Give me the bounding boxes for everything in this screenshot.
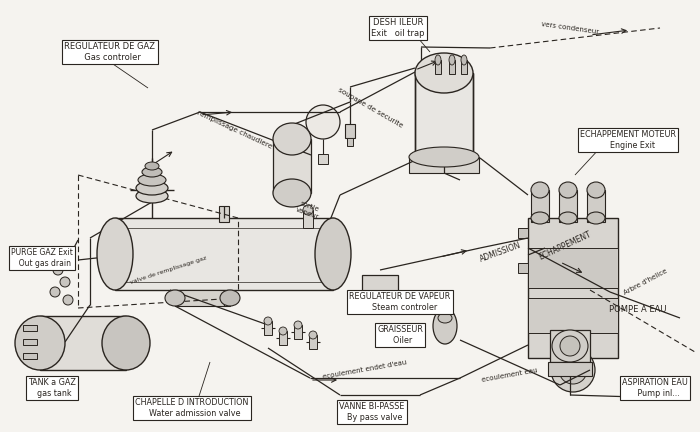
Ellipse shape <box>531 212 549 224</box>
Ellipse shape <box>309 331 317 339</box>
Bar <box>362 275 398 301</box>
Bar <box>548 362 592 376</box>
Bar <box>531 190 549 222</box>
Bar <box>409 157 479 173</box>
Bar <box>587 190 605 222</box>
Ellipse shape <box>165 290 185 306</box>
Ellipse shape <box>409 147 479 167</box>
Text: ecoulement endet d'eau: ecoulement endet d'eau <box>323 360 407 380</box>
Bar <box>40 316 126 370</box>
Ellipse shape <box>279 327 287 335</box>
Bar <box>528 298 618 333</box>
Ellipse shape <box>551 348 595 392</box>
Bar <box>518 263 528 273</box>
Ellipse shape <box>306 105 340 139</box>
Ellipse shape <box>97 218 133 290</box>
Text: DESH ILEUR
Exit   oil trap: DESH ILEUR Exit oil trap <box>371 18 425 38</box>
Circle shape <box>60 277 70 287</box>
Ellipse shape <box>315 218 351 290</box>
Bar <box>23 339 37 345</box>
Bar <box>23 353 37 359</box>
Bar <box>528 218 618 358</box>
Text: POMPE A EAU: POMPE A EAU <box>609 305 666 314</box>
Text: Arbre d'helice: Arbre d'helice <box>622 268 668 296</box>
Circle shape <box>53 265 63 275</box>
Ellipse shape <box>142 167 162 177</box>
Ellipse shape <box>102 316 150 370</box>
Ellipse shape <box>449 55 455 65</box>
Ellipse shape <box>559 356 587 384</box>
Bar <box>415 73 473 157</box>
Ellipse shape <box>587 182 605 198</box>
Ellipse shape <box>415 53 473 93</box>
Bar <box>345 124 355 138</box>
Bar <box>559 190 577 222</box>
Bar <box>461 60 467 74</box>
Text: vers condenseur: vers condenseur <box>541 21 599 35</box>
Bar <box>568 358 578 372</box>
Text: CHAPELLE D INTRODUCTION
  Water admission valve: CHAPELLE D INTRODUCTION Water admission … <box>135 398 248 418</box>
Ellipse shape <box>273 123 311 155</box>
Bar <box>528 248 618 288</box>
Ellipse shape <box>294 321 302 329</box>
Ellipse shape <box>438 313 452 323</box>
Text: sortie
vapeur: sortie vapeur <box>294 200 322 220</box>
Ellipse shape <box>552 330 588 362</box>
Text: remplissage chaudiere: remplissage chaudiere <box>197 110 274 150</box>
Circle shape <box>50 287 60 297</box>
Bar <box>219 206 229 222</box>
Bar <box>518 228 528 238</box>
Ellipse shape <box>433 308 457 344</box>
Ellipse shape <box>559 182 577 198</box>
Bar <box>347 138 353 146</box>
Bar <box>279 331 287 345</box>
Ellipse shape <box>303 205 313 215</box>
Bar <box>449 60 455 74</box>
Bar <box>550 330 590 362</box>
Text: ADMISSION: ADMISSION <box>478 240 522 264</box>
Text: GRAISSEUR
  Oiler: GRAISSEUR Oiler <box>377 325 423 345</box>
Text: ECHAPPEMENT: ECHAPPEMENT <box>538 230 593 262</box>
Ellipse shape <box>559 212 577 224</box>
Text: soupape de securite: soupape de securite <box>337 87 403 129</box>
Ellipse shape <box>220 290 240 306</box>
Ellipse shape <box>136 181 168 195</box>
Ellipse shape <box>138 174 166 186</box>
Ellipse shape <box>15 316 65 370</box>
Ellipse shape <box>531 182 549 198</box>
Circle shape <box>63 295 73 305</box>
Text: ecoulement eau: ecoulement eau <box>482 367 538 383</box>
Text: PURGE GAZ Exit
  Out gas drain: PURGE GAZ Exit Out gas drain <box>11 248 73 268</box>
Ellipse shape <box>264 317 272 325</box>
Ellipse shape <box>273 179 311 207</box>
Bar <box>318 154 328 164</box>
Text: valve de remplissage gaz: valve de remplissage gaz <box>129 255 207 285</box>
Text: REGULATEUR DE GAZ
  Gas controler: REGULATEUR DE GAZ Gas controler <box>64 42 155 62</box>
Text: TANK a GAZ
  gas tank: TANK a GAZ gas tank <box>28 378 76 398</box>
Bar <box>115 218 333 290</box>
Bar <box>23 325 37 331</box>
Bar <box>273 139 311 193</box>
Bar <box>309 335 317 349</box>
Text: REGULATEUR DE VAPEUR
    Steam controler: REGULATEUR DE VAPEUR Steam controler <box>349 292 451 312</box>
Ellipse shape <box>560 336 580 356</box>
Text: ECHAPPEMENT MOTEUR
    Engine Exit: ECHAPPEMENT MOTEUR Engine Exit <box>580 130 676 150</box>
Ellipse shape <box>435 55 441 65</box>
Bar <box>294 325 302 339</box>
Bar <box>303 210 313 228</box>
Bar <box>264 321 272 335</box>
Text: ASPIRATION EAU
   Pump inl...: ASPIRATION EAU Pump inl... <box>622 378 688 398</box>
Bar <box>175 290 230 306</box>
Text: VANNE BI-PASSE
  By pass valve: VANNE BI-PASSE By pass valve <box>340 402 405 422</box>
Ellipse shape <box>461 55 467 65</box>
Ellipse shape <box>587 212 605 224</box>
Ellipse shape <box>136 189 168 203</box>
Ellipse shape <box>145 162 159 170</box>
Bar <box>435 60 441 74</box>
